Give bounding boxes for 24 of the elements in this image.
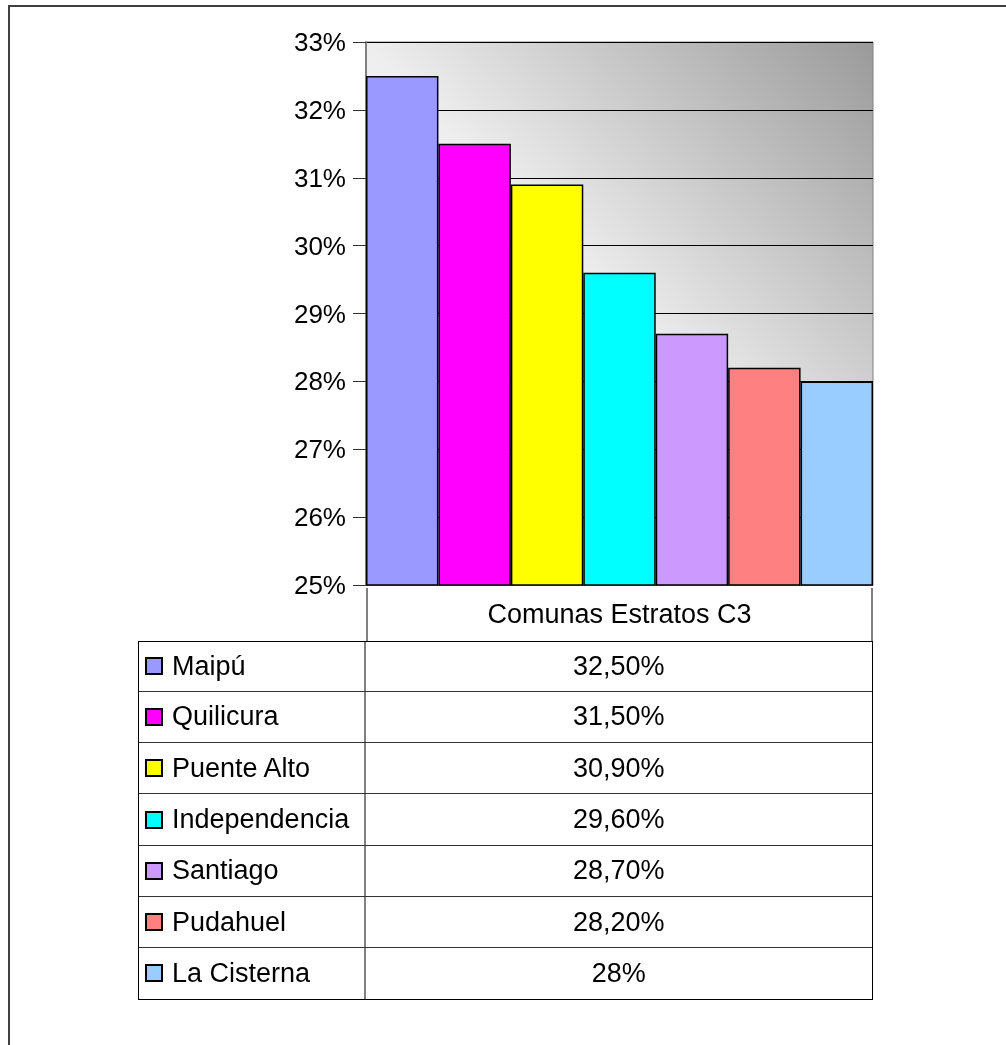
legend-label: Santiago [172, 855, 279, 887]
text: 28,70% [572, 855, 665, 887]
legend-label: Puente Alto [172, 752, 311, 784]
y-tick-label: 30% [293, 230, 346, 261]
x-axis-title: Comunas Estratos C3 [487, 599, 752, 630]
legend-label: La Cisterna [172, 957, 311, 989]
text: 30,90% [572, 752, 665, 784]
legend-label: Quilicura [172, 701, 279, 733]
y-tick-label: 32% [293, 94, 346, 125]
legend-label: Pudahuel [172, 906, 287, 938]
text: 28% [591, 957, 646, 989]
text: 31,50% [572, 701, 665, 733]
legend-label: Maipú [172, 650, 246, 682]
y-tick-label: 29% [293, 298, 346, 329]
text: 28,20% [572, 906, 665, 938]
legend-label: Independencia [172, 804, 350, 836]
y-tick-label: 27% [293, 434, 346, 465]
y-tick-label: 28% [293, 366, 346, 397]
y-tick-label: 25% [293, 570, 346, 600]
y-tick-label: 31% [293, 162, 346, 193]
y-tick-label: 26% [293, 502, 346, 533]
text: 29,60% [572, 804, 665, 836]
y-tick-label: 33% [293, 27, 346, 57]
text: 32,50% [572, 650, 665, 682]
